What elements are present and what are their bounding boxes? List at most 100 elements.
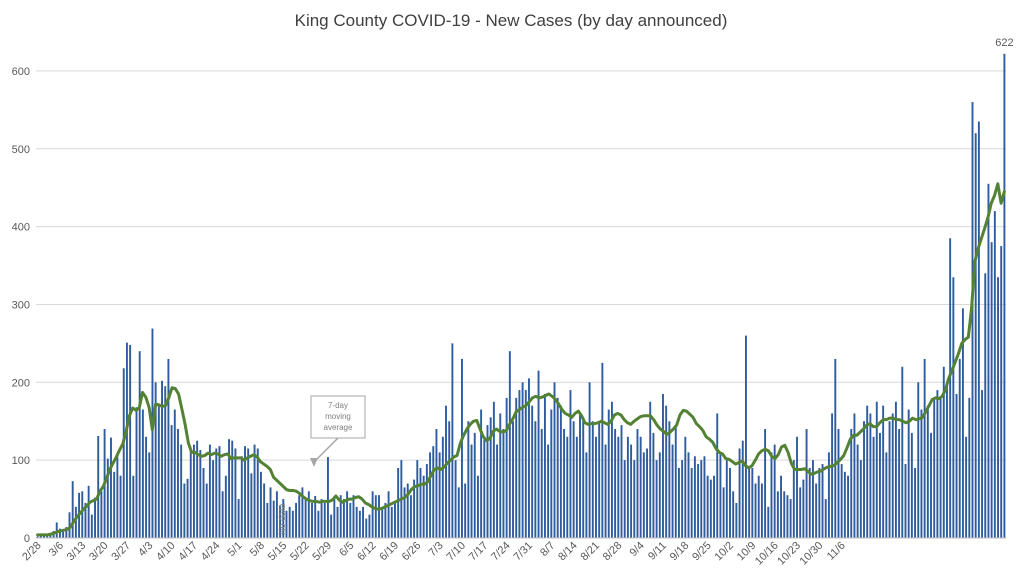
bar bbox=[327, 457, 329, 538]
bar bbox=[218, 446, 221, 538]
bar bbox=[151, 328, 154, 538]
bar bbox=[607, 409, 610, 538]
bar bbox=[898, 429, 901, 538]
bar bbox=[451, 343, 454, 538]
bar bbox=[620, 425, 623, 538]
bar bbox=[693, 456, 696, 538]
bar bbox=[342, 499, 345, 538]
bar bbox=[505, 397, 508, 538]
bar bbox=[87, 485, 90, 538]
bar bbox=[349, 502, 352, 538]
bar bbox=[744, 335, 747, 538]
bar bbox=[518, 390, 521, 538]
bar bbox=[467, 421, 470, 538]
bar bbox=[387, 491, 390, 538]
bar bbox=[74, 506, 77, 538]
callout-text-line: 7-day bbox=[328, 401, 348, 410]
bar bbox=[827, 452, 830, 538]
bar bbox=[429, 452, 432, 538]
bar bbox=[537, 370, 540, 538]
bar bbox=[556, 397, 559, 538]
bar bbox=[725, 460, 728, 538]
bar bbox=[585, 452, 588, 538]
bar bbox=[116, 454, 119, 538]
bar bbox=[665, 405, 668, 538]
bar bbox=[36, 536, 39, 538]
bar bbox=[483, 436, 486, 538]
bar bbox=[856, 444, 859, 538]
bar bbox=[486, 425, 489, 538]
bar bbox=[132, 475, 135, 538]
bar bbox=[780, 475, 782, 538]
bar bbox=[298, 495, 301, 538]
bar bbox=[722, 487, 725, 538]
bar bbox=[403, 487, 406, 538]
bar bbox=[543, 393, 546, 538]
bar bbox=[684, 436, 687, 538]
bar bbox=[610, 401, 613, 538]
bar bbox=[384, 502, 387, 538]
bar bbox=[575, 436, 578, 538]
bar bbox=[729, 467, 731, 538]
bar bbox=[221, 491, 224, 538]
bar bbox=[381, 506, 384, 538]
bar bbox=[626, 436, 629, 538]
bar bbox=[949, 238, 952, 539]
bar bbox=[394, 502, 396, 538]
bar bbox=[304, 499, 307, 538]
bar bbox=[323, 502, 326, 538]
bar bbox=[167, 358, 170, 538]
bar bbox=[68, 512, 71, 538]
bar bbox=[642, 452, 645, 538]
bar bbox=[690, 467, 693, 538]
bar bbox=[559, 405, 562, 538]
bar bbox=[872, 436, 875, 538]
bar bbox=[461, 358, 463, 538]
bar bbox=[735, 502, 738, 538]
bar bbox=[824, 499, 827, 538]
y-tick-label: 0 bbox=[24, 533, 30, 545]
bar bbox=[843, 471, 846, 538]
bar bbox=[802, 479, 805, 538]
bar bbox=[891, 413, 894, 538]
callout-text-line: average bbox=[324, 423, 353, 432]
bar bbox=[933, 397, 936, 538]
bar bbox=[228, 439, 230, 538]
bar bbox=[269, 487, 272, 538]
bar bbox=[853, 413, 856, 538]
bar bbox=[346, 491, 349, 538]
bar bbox=[58, 528, 61, 538]
bar bbox=[595, 436, 597, 538]
bar bbox=[582, 417, 585, 538]
bar bbox=[365, 518, 368, 538]
bar bbox=[288, 506, 291, 538]
bar bbox=[422, 475, 425, 538]
bar bbox=[885, 452, 888, 538]
bar bbox=[145, 436, 148, 538]
bar bbox=[119, 475, 122, 538]
bar bbox=[808, 467, 811, 538]
bar bbox=[757, 475, 760, 538]
bar bbox=[237, 499, 240, 538]
bar bbox=[837, 429, 840, 538]
bar bbox=[639, 436, 642, 538]
callout-text-line: moving bbox=[325, 412, 351, 421]
bar bbox=[834, 358, 837, 538]
bar bbox=[476, 475, 479, 538]
bar bbox=[547, 444, 550, 538]
bar bbox=[831, 413, 834, 538]
bar bbox=[157, 405, 160, 538]
bar bbox=[307, 491, 310, 538]
bar bbox=[815, 483, 818, 538]
bar bbox=[234, 448, 237, 538]
bar bbox=[371, 491, 374, 538]
bar bbox=[614, 429, 617, 538]
bar bbox=[961, 308, 964, 538]
bar bbox=[783, 491, 786, 538]
bar bbox=[917, 382, 920, 538]
bar bbox=[199, 450, 202, 538]
bar bbox=[432, 446, 435, 538]
bar bbox=[990, 242, 993, 538]
bar bbox=[279, 505, 282, 538]
